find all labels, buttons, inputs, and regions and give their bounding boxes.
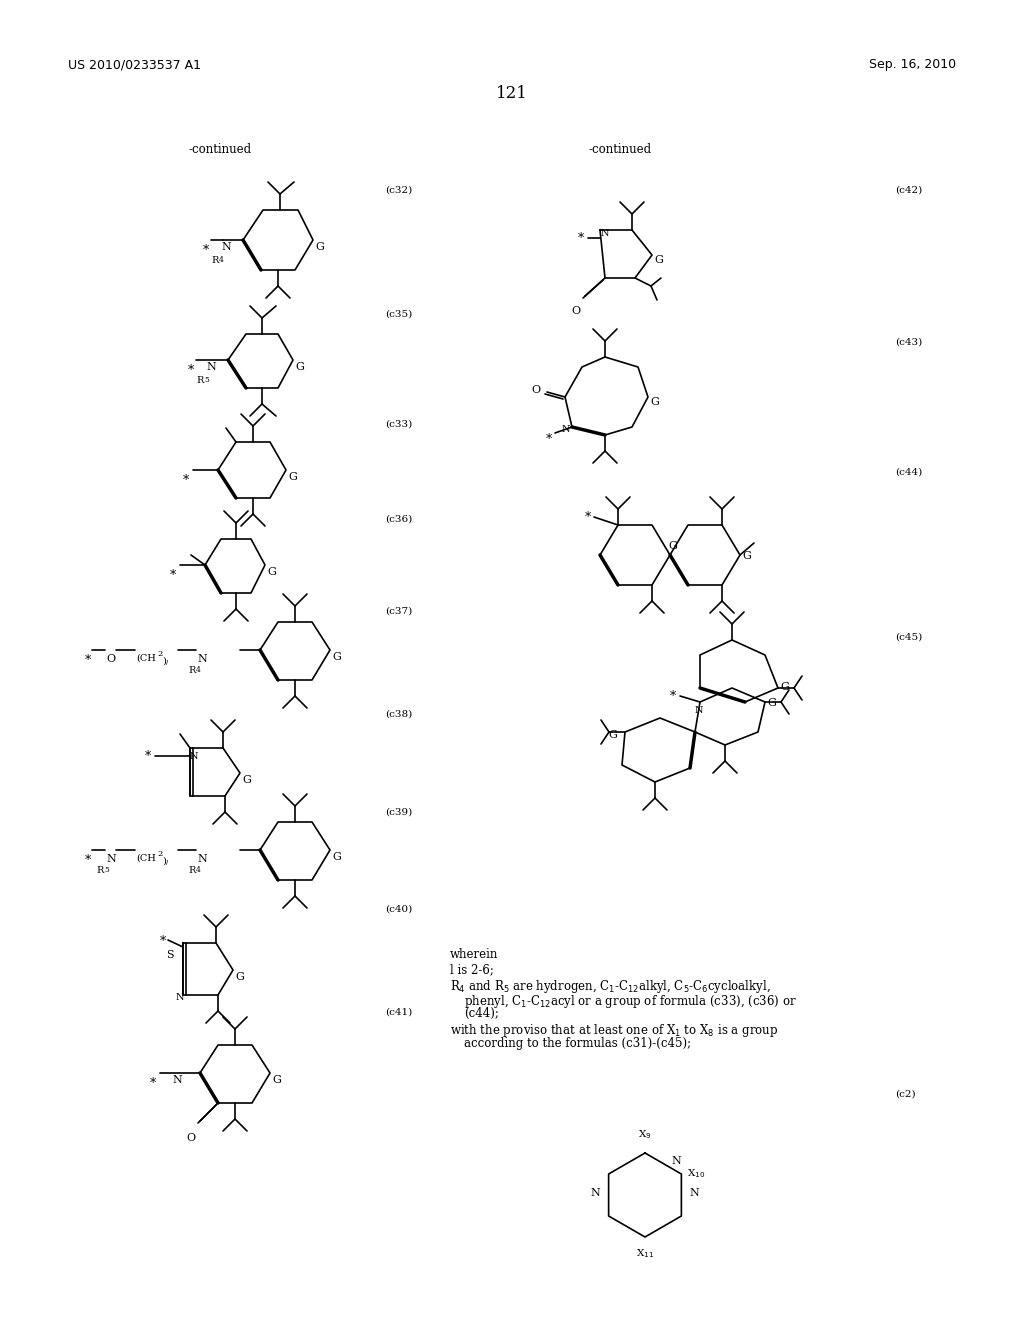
Text: N: N [221, 242, 230, 252]
Text: (c36): (c36) [385, 515, 413, 524]
Text: (c40): (c40) [385, 906, 413, 913]
Text: G: G [267, 568, 275, 577]
Text: N: N [671, 1155, 681, 1166]
Text: G: G [288, 473, 297, 482]
Text: G: G [742, 550, 751, 561]
Text: 2: 2 [157, 649, 162, 657]
Text: X$_{10}$: X$_{10}$ [687, 1168, 706, 1180]
Text: (c42): (c42) [895, 186, 923, 195]
Text: O: O [531, 385, 540, 395]
Text: N: N [197, 653, 207, 664]
Text: G: G [767, 698, 776, 708]
Text: (c45): (c45) [895, 634, 923, 642]
Text: O: O [571, 306, 581, 315]
Text: *: * [145, 750, 152, 763]
Text: (c35): (c35) [385, 310, 413, 319]
Text: N: N [172, 1074, 181, 1085]
Text: (c32): (c32) [385, 186, 413, 195]
Text: 121: 121 [496, 84, 528, 102]
Text: (c33): (c33) [385, 420, 413, 429]
Text: 4: 4 [219, 256, 224, 264]
Text: N: N [695, 706, 703, 715]
Text: G: G [234, 972, 244, 982]
Text: *: * [85, 653, 95, 667]
Text: R: R [188, 667, 196, 675]
Text: G: G [272, 1074, 281, 1085]
Text: G: G [668, 541, 677, 550]
Text: *: * [585, 511, 591, 524]
Text: 4: 4 [196, 866, 201, 874]
Text: (c44);: (c44); [464, 1007, 499, 1020]
Text: with the proviso that at least one of X$_1$ to X$_8$ is a group: with the proviso that at least one of X$… [450, 1022, 778, 1039]
Text: *: * [183, 474, 189, 487]
Text: (c38): (c38) [385, 710, 413, 719]
Text: Sep. 16, 2010: Sep. 16, 2010 [869, 58, 956, 71]
Text: S: S [166, 950, 174, 960]
Text: G: G [242, 775, 251, 785]
Text: *: * [578, 232, 585, 246]
Text: N: N [197, 854, 207, 865]
Text: N: N [106, 854, 116, 865]
Text: (c2): (c2) [895, 1090, 915, 1100]
Text: X$_9$: X$_9$ [638, 1129, 652, 1140]
Text: N: N [689, 1188, 699, 1199]
Text: (c41): (c41) [385, 1008, 413, 1016]
Text: *: * [170, 569, 176, 582]
Text: -continued: -continued [589, 143, 651, 156]
Text: )$_l$: )$_l$ [162, 854, 170, 867]
Text: )$_l$: )$_l$ [162, 653, 170, 668]
Text: *: * [160, 935, 166, 948]
Text: N: N [206, 362, 216, 372]
Text: *: * [670, 690, 676, 704]
Text: *: * [150, 1077, 157, 1090]
Text: (CH: (CH [136, 854, 156, 863]
Text: (c44): (c44) [895, 469, 923, 477]
Text: G: G [315, 242, 324, 252]
Text: *: * [546, 433, 552, 446]
Text: R: R [196, 376, 204, 385]
Text: 2: 2 [157, 850, 162, 858]
Text: R: R [211, 256, 218, 265]
Text: R: R [96, 866, 103, 875]
Text: N: N [176, 993, 184, 1002]
Text: *: * [188, 364, 195, 378]
Text: 4: 4 [196, 667, 201, 675]
Text: l is 2-6;: l is 2-6; [450, 964, 494, 975]
Text: N: N [601, 228, 609, 238]
Text: G: G [295, 362, 304, 372]
Text: US 2010/0233537 A1: US 2010/0233537 A1 [68, 58, 201, 71]
Text: *: * [85, 854, 95, 867]
Text: according to the formulas (c31)-(c45);: according to the formulas (c31)-(c45); [464, 1038, 691, 1049]
Text: N: N [562, 425, 570, 434]
Text: G: G [650, 397, 658, 407]
Text: 5: 5 [104, 866, 109, 874]
Text: phenyl, C$_1$-C$_{12}$acyl or a group of formula (c33), (c36) or: phenyl, C$_1$-C$_{12}$acyl or a group of… [464, 993, 797, 1010]
Text: (c37): (c37) [385, 607, 413, 616]
Text: wherein: wherein [450, 948, 499, 961]
Text: (c43): (c43) [895, 338, 923, 347]
Text: (CH: (CH [136, 653, 156, 663]
Text: *: * [203, 244, 209, 257]
Text: G: G [608, 730, 616, 741]
Text: (c39): (c39) [385, 808, 413, 817]
Text: 5: 5 [204, 376, 209, 384]
Text: X$_{11}$: X$_{11}$ [636, 1247, 654, 1259]
Text: G: G [780, 682, 788, 692]
Text: R$_4$ and R$_5$ are hydrogen, C$_1$-C$_{12}$alkyl, C$_5$-C$_6$cycloalkyl,: R$_4$ and R$_5$ are hydrogen, C$_1$-C$_{… [450, 978, 771, 995]
Text: -continued: -continued [188, 143, 252, 156]
Text: N: N [591, 1188, 601, 1199]
Text: R: R [188, 866, 196, 875]
Text: G: G [654, 255, 663, 265]
Text: G: G [332, 652, 341, 663]
Text: N: N [190, 752, 199, 762]
Text: O: O [186, 1133, 196, 1143]
Text: O: O [106, 653, 115, 664]
Text: G: G [332, 851, 341, 862]
